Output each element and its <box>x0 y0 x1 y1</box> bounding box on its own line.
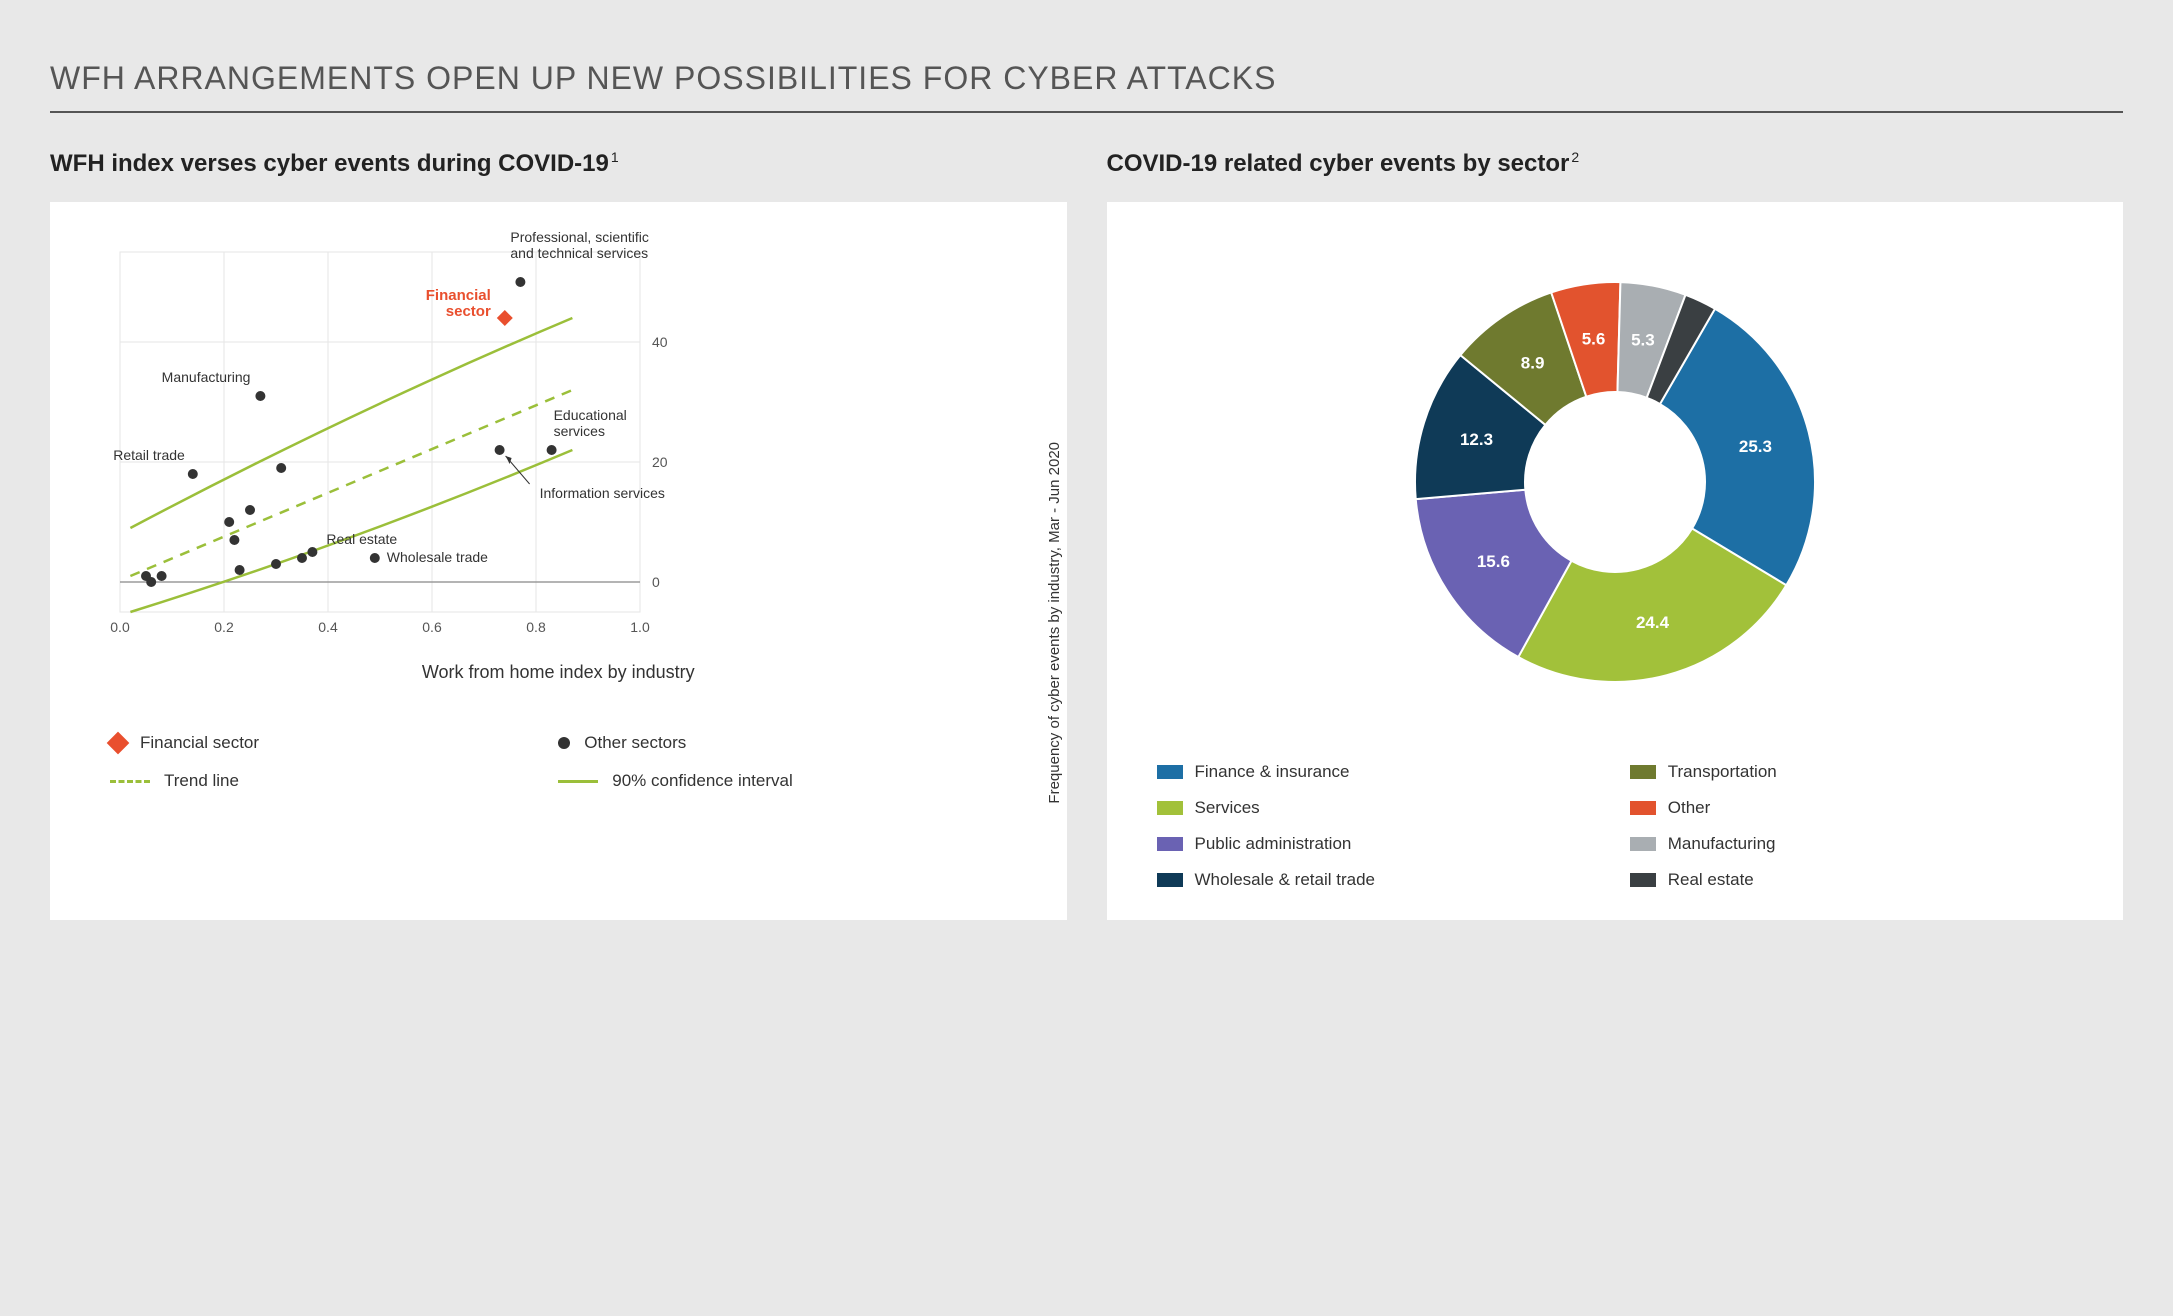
legend-swatch <box>1630 765 1656 779</box>
svg-text:services: services <box>554 423 605 439</box>
donut-chart-box: 25.3 24.4 15.6 12.3 8.9 5.6 5.3 Finance & insu… <box>1107 202 2124 920</box>
left-panel: WFH index verses cyber events during COV… <box>50 149 1067 920</box>
diamond-icon <box>107 732 130 755</box>
scatter-legend: Financial sector Other sectors Trend lin… <box>70 733 1047 791</box>
page-title: WFH ARRANGEMENTS OPEN UP NEW POSSIBILITI… <box>50 60 2123 113</box>
legend-label: Finance & insurance <box>1195 762 1350 782</box>
svg-text:0.4: 0.4 <box>318 619 338 635</box>
svg-text:Financial: Financial <box>426 287 491 304</box>
svg-text:Manufacturing: Manufacturing <box>162 369 251 385</box>
svg-text:20: 20 <box>652 454 668 470</box>
legend-financial: Financial sector <box>110 733 558 753</box>
svg-text:25.3: 25.3 <box>1739 437 1772 456</box>
legend-label: Services <box>1195 798 1260 818</box>
donut-legend-item: Transportation <box>1630 762 2073 782</box>
donut-legend-item: Manufacturing <box>1630 834 2073 854</box>
legend-swatch <box>1157 837 1183 851</box>
x-axis-title: Work from home index by industry <box>70 662 1047 683</box>
svg-text:5.6: 5.6 <box>1581 330 1605 349</box>
donut-legend: Finance & insurance Transportation Service… <box>1127 762 2104 890</box>
legend-swatch <box>1630 873 1656 887</box>
donut-legend-item: Real estate <box>1630 870 2073 890</box>
legend-label: Real estate <box>1668 870 1754 890</box>
scatter-chart-box: 0.0 0.2 0.4 0.6 0.8 1.0 0 20 40 Retail trade Manuf… <box>50 202 1067 920</box>
svg-text:Professional, scientific: Professional, scientific <box>510 232 649 245</box>
right-title-text: COVID-19 related cyber events by sector <box>1107 150 1570 177</box>
svg-text:8.9: 8.9 <box>1521 354 1545 373</box>
donut-legend-item: Wholesale & retail trade <box>1157 870 1600 890</box>
legend-label: Wholesale & retail trade <box>1195 870 1375 890</box>
svg-text:0.8: 0.8 <box>526 619 546 635</box>
legend-swatch <box>1630 801 1656 815</box>
right-panel: COVID-19 related cyber events by sector2… <box>1107 149 2124 920</box>
left-footnote: 1 <box>611 149 619 165</box>
legend-ci-label: 90% confidence interval <box>612 771 793 791</box>
legend-financial-label: Financial sector <box>140 733 259 753</box>
svg-text:Retail trade: Retail trade <box>113 447 185 463</box>
donut-chart: 25.3 24.4 15.6 12.3 8.9 5.6 5.3 <box>1375 242 1855 722</box>
svg-text:12.3: 12.3 <box>1460 430 1493 449</box>
legend-label: Manufacturing <box>1668 834 1776 854</box>
dot-icon <box>558 737 570 749</box>
svg-text:40: 40 <box>652 334 668 350</box>
legend-other: Other sectors <box>558 733 1006 753</box>
scatter-chart: 0.0 0.2 0.4 0.6 0.8 1.0 0 20 40 Retail trade Manuf… <box>70 232 710 652</box>
legend-trend: Trend line <box>110 771 558 791</box>
donut-legend-item: Public administration <box>1157 834 1600 854</box>
legend-swatch <box>1157 765 1183 779</box>
svg-text:5.3: 5.3 <box>1631 331 1655 350</box>
svg-text:24.4: 24.4 <box>1636 613 1670 632</box>
svg-text:15.6: 15.6 <box>1477 552 1510 571</box>
svg-text:0.0: 0.0 <box>110 619 130 635</box>
panels-row: WFH index verses cyber events during COV… <box>50 149 2123 920</box>
dash-icon <box>110 780 150 783</box>
right-panel-title: COVID-19 related cyber events by sector2 <box>1107 149 2124 178</box>
y-axis-title: Frequency of cyber events by industry, M… <box>1046 442 1063 804</box>
svg-text:0: 0 <box>652 574 660 590</box>
svg-text:Wholesale trade: Wholesale trade <box>387 549 488 565</box>
right-footnote: 2 <box>1571 149 1579 165</box>
legend-swatch <box>1157 801 1183 815</box>
legend-label: Transportation <box>1668 762 1777 782</box>
svg-text:1.0: 1.0 <box>630 619 650 635</box>
legend-label: Other <box>1668 798 1711 818</box>
svg-text:Real estate: Real estate <box>326 531 397 547</box>
svg-text:Information services: Information services <box>540 485 665 501</box>
line-icon <box>558 780 598 783</box>
legend-label: Public administration <box>1195 834 1352 854</box>
legend-trend-label: Trend line <box>164 771 239 791</box>
donut-legend-item: Finance & insurance <box>1157 762 1600 782</box>
donut-legend-item: Other <box>1630 798 2073 818</box>
svg-text:sector: sector <box>446 303 491 320</box>
legend-swatch <box>1157 873 1183 887</box>
left-title-text: WFH index verses cyber events during COV… <box>50 150 609 177</box>
donut-legend-item: Services <box>1157 798 1600 818</box>
svg-text:0.6: 0.6 <box>422 619 442 635</box>
legend-ci: 90% confidence interval <box>558 771 1006 791</box>
legend-other-label: Other sectors <box>584 733 686 753</box>
left-panel-title: WFH index verses cyber events during COV… <box>50 149 1067 178</box>
svg-text:0.2: 0.2 <box>214 619 234 635</box>
svg-text:and technical services: and technical services <box>510 245 648 261</box>
legend-swatch <box>1630 837 1656 851</box>
svg-text:Educational: Educational <box>554 407 627 423</box>
